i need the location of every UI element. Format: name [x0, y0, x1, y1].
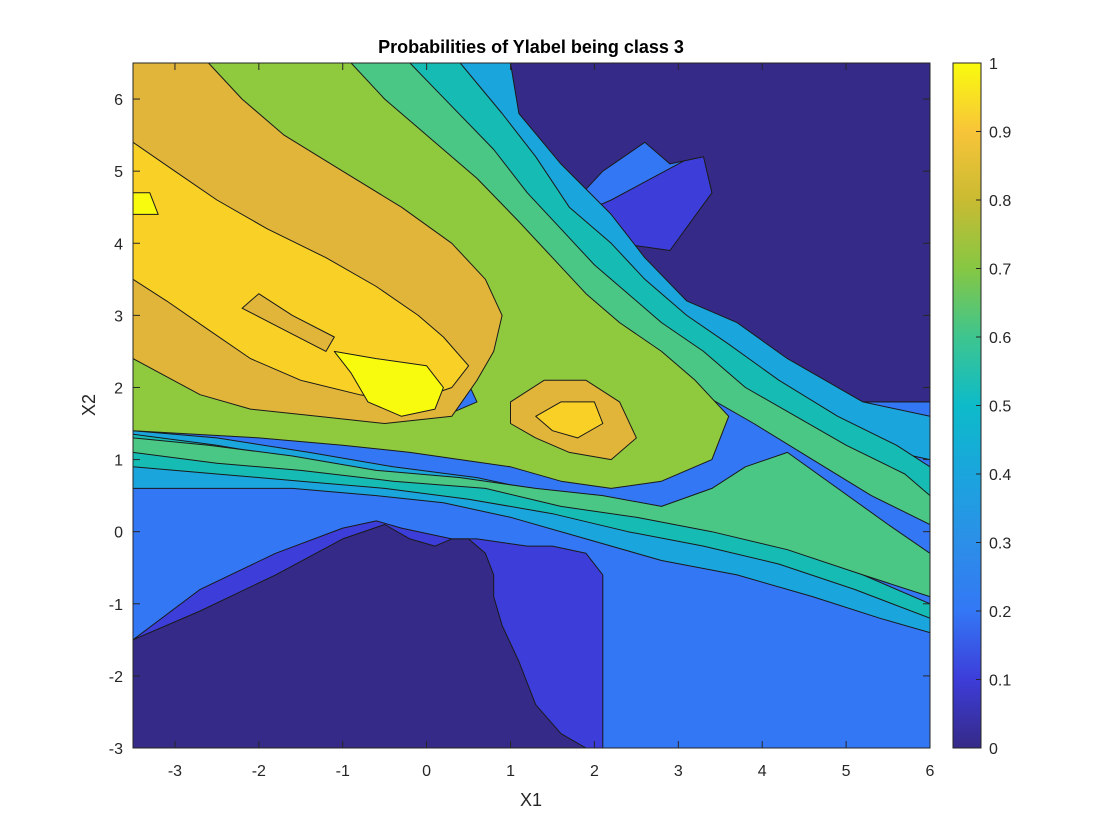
contour-region-3	[133, 524, 587, 748]
y-tick-label: 0	[114, 525, 123, 542]
y-tick-label: 4	[114, 236, 123, 253]
x-axis-label: X1	[520, 790, 542, 810]
colorbar-tick-label: 0.8	[989, 193, 1011, 210]
colorbar-tick-label: 0.2	[989, 604, 1011, 621]
contour-region-15	[535, 401, 604, 439]
y-axis-label: X2	[79, 394, 99, 416]
x-tick-label: -2	[252, 763, 266, 780]
x-tick-label: 2	[590, 763, 599, 780]
y-tick-label: -2	[109, 669, 123, 686]
y-tick-label: 5	[114, 164, 123, 181]
x-tick-label: 0	[422, 763, 431, 780]
colorbar-tick-label: 0.4	[989, 467, 1011, 484]
colorbar-tick-label: 0.3	[989, 536, 1011, 553]
x-tick-label: 1	[506, 763, 515, 780]
contour-region-16	[133, 192, 159, 215]
contour-region-17	[333, 350, 444, 417]
y-tick-label: -3	[109, 741, 123, 758]
x-tick-label: 5	[842, 763, 851, 780]
colorbar-tick-label: 1	[989, 56, 998, 73]
y-tick-label: 1	[114, 453, 123, 470]
y-tick-label: 6	[114, 92, 123, 109]
contour-region-13	[241, 293, 335, 352]
colorbar-tick-label: 0.6	[989, 330, 1011, 347]
x-tick-label: 6	[926, 763, 935, 780]
chart-title: Probabilities of Ylabel being class 3	[378, 37, 684, 57]
colorbar-tick-label: 0.7	[989, 262, 1011, 279]
colorbar-tick-label: 0.1	[989, 673, 1011, 690]
plot-area	[133, 63, 930, 748]
colorbar-tick-label: 0	[989, 741, 998, 758]
x-tick-label: -3	[168, 763, 182, 780]
plot-frame	[132, 62, 931, 749]
contour-region-12	[133, 141, 470, 403]
x-tick-label: 3	[674, 763, 683, 780]
colorbar-tick-label: 0.5	[989, 399, 1011, 416]
x-tick-label: -1	[336, 763, 350, 780]
colorbar-tick-label: 0.9	[989, 125, 1011, 142]
y-tick-label: -1	[109, 597, 123, 614]
x-tick-label: 4	[758, 763, 767, 780]
y-tick-label: 3	[114, 308, 123, 325]
contour-region-6	[133, 437, 930, 598]
y-tick-label: 2	[114, 380, 123, 397]
